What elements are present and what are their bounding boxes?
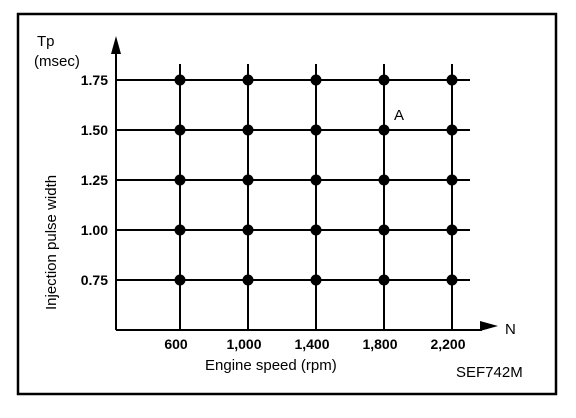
data-point <box>446 224 458 236</box>
y-tick-label: 1.00 <box>81 222 108 238</box>
data-point <box>310 224 322 236</box>
y-axis-arrow <box>111 36 121 54</box>
annotation-label: A <box>394 107 404 124</box>
x-tick-label: 600 <box>164 336 188 352</box>
data-point <box>174 124 186 136</box>
figure-frame <box>16 12 558 396</box>
y-tick-label: 1.25 <box>81 172 108 188</box>
data-point <box>446 74 458 86</box>
x-axis-arrow <box>480 321 498 331</box>
data-point <box>446 274 458 286</box>
x-tick-label: 1,800 <box>362 336 397 352</box>
x-axis-title: Engine speed (rpm) <box>205 357 337 374</box>
data-point <box>378 174 390 186</box>
data-point <box>446 124 458 136</box>
y-unit: (msec) <box>34 53 80 70</box>
data-point <box>378 74 390 86</box>
data-points <box>174 74 458 286</box>
annotations: A <box>394 107 404 124</box>
data-point <box>310 74 322 86</box>
y-symbol: Tp <box>37 33 55 50</box>
x-tick-labels: 600 1,000 1,400 1,800 2,200 <box>164 336 465 352</box>
x-tick-label: 2,200 <box>430 336 465 352</box>
data-point <box>310 124 322 136</box>
x-tick-label: 1,000 <box>226 336 261 352</box>
data-point <box>174 174 186 186</box>
y-tick-label: 0.75 <box>81 272 108 288</box>
y-tick-label: 1.75 <box>81 72 108 88</box>
data-point <box>174 224 186 236</box>
data-point <box>174 274 186 286</box>
data-point <box>242 74 254 86</box>
data-point <box>378 274 390 286</box>
data-point <box>242 224 254 236</box>
figure-code: SEF742M <box>456 364 523 381</box>
data-point <box>378 124 390 136</box>
data-point <box>446 174 458 186</box>
x-tick-label: 1,400 <box>294 336 329 352</box>
data-point <box>242 274 254 286</box>
data-point <box>310 274 322 286</box>
data-point <box>174 74 186 86</box>
data-point <box>242 124 254 136</box>
y-tick-label: 1.50 <box>81 122 108 138</box>
data-point <box>310 174 322 186</box>
y-axis-title: Injection pulse width <box>43 175 60 310</box>
data-point <box>242 174 254 186</box>
grid-lines <box>116 64 470 330</box>
y-tick-labels: 1.75 1.50 1.25 1.00 0.75 <box>81 72 108 288</box>
x-symbol: N <box>505 321 516 338</box>
data-point <box>378 224 390 236</box>
